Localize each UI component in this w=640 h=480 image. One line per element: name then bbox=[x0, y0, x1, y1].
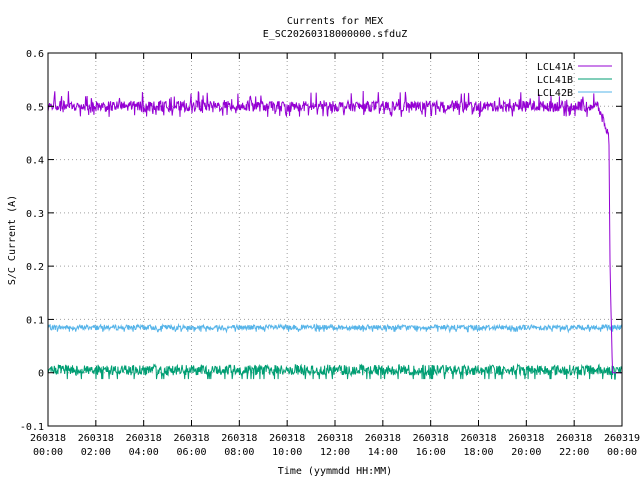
series-line-lcl41b bbox=[47, 363, 623, 380]
x-tick-date: 260318 bbox=[556, 433, 592, 444]
y-tick-label: 0.2 bbox=[26, 262, 44, 273]
y-tick-label: 0.6 bbox=[26, 49, 44, 60]
x-tick-date: 260318 bbox=[460, 433, 496, 444]
x-tick-date: 260318 bbox=[221, 433, 257, 444]
y-tick-label: 0.1 bbox=[26, 315, 44, 326]
x-tick-time: 14:00 bbox=[368, 447, 398, 458]
x-tick-date: 260318 bbox=[365, 433, 401, 444]
y-tick-label: 0.3 bbox=[26, 209, 44, 220]
x-tick-date: 260318 bbox=[78, 433, 114, 444]
tick-layer: -0.1 0 0.1 0.2 0.3 0.4 0.5 0.6 260318 00:00 260318… bbox=[20, 49, 640, 458]
x-tick-time: 08:00 bbox=[224, 447, 254, 458]
x-tick-date: 260318 bbox=[126, 433, 162, 444]
legend-label: LCL41B bbox=[537, 75, 573, 86]
x-tick-date: 260318 bbox=[30, 433, 66, 444]
x-tick-date: 260318 bbox=[317, 433, 353, 444]
series-layer bbox=[47, 90, 623, 380]
y-tick-label: 0 bbox=[38, 369, 44, 380]
series-line-lcl42b bbox=[47, 322, 623, 334]
x-tick-time: 20:00 bbox=[511, 447, 541, 458]
chart-title: Currents for MEX bbox=[287, 16, 383, 27]
legend-label: LCL41A bbox=[537, 62, 573, 73]
x-tick-time: 06:00 bbox=[176, 447, 206, 458]
x-tick-date: 260318 bbox=[173, 433, 209, 444]
y-tick-label: -0.1 bbox=[20, 422, 44, 433]
x-tick-date: 260318 bbox=[508, 433, 544, 444]
x-tick-time: 00:00 bbox=[33, 447, 63, 458]
x-tick-date: 260318 bbox=[269, 433, 305, 444]
x-tick-time: 10:00 bbox=[272, 447, 302, 458]
y-tick-label: 0.5 bbox=[26, 102, 44, 113]
x-tick-time: 04:00 bbox=[129, 447, 159, 458]
x-tick-time: 16:00 bbox=[416, 447, 446, 458]
chart-subtitle: E_SC20260318000000.sfduZ bbox=[263, 29, 408, 40]
legend: LCL41A LCL41B LCL42B bbox=[537, 62, 612, 99]
x-axis-label: Time (yymmdd HH:MM) bbox=[278, 466, 392, 477]
legend-label: LCL42B bbox=[537, 88, 573, 99]
y-tick-label: 0.4 bbox=[26, 156, 44, 167]
x-tick-time: 00:00 bbox=[607, 447, 637, 458]
x-tick-time: 22:00 bbox=[559, 447, 589, 458]
x-tick-time: 02:00 bbox=[81, 447, 111, 458]
x-tick-time: 12:00 bbox=[320, 447, 350, 458]
y-axis-label: S/C Current (A) bbox=[7, 195, 18, 285]
x-tick-time: 18:00 bbox=[463, 447, 493, 458]
x-tick-date: 260318 bbox=[413, 433, 449, 444]
series-line-lcl41a bbox=[47, 90, 622, 374]
x-tick-date: 260319 bbox=[604, 433, 640, 444]
